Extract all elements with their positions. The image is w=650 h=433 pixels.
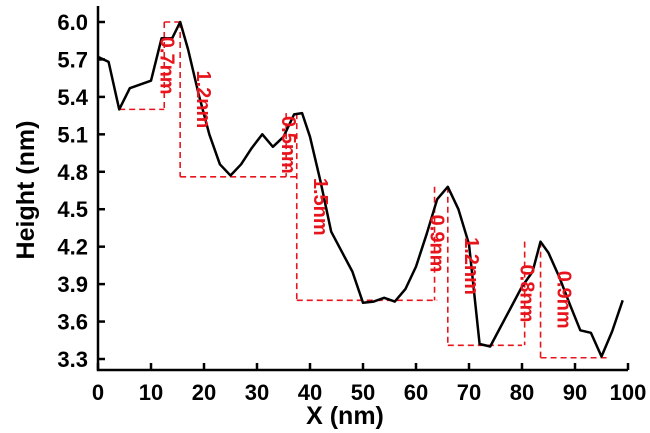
x-axis-title: X (nm)	[306, 402, 384, 430]
step-height-label: 0.8nm	[516, 265, 538, 323]
x-tick-label: 60	[404, 380, 428, 405]
step-height-label: 0.7nm	[155, 37, 177, 95]
step-height-label: 1.2nm	[192, 70, 214, 128]
y-tick-label: 3.6	[57, 310, 88, 335]
y-tick-label: 3.3	[57, 347, 88, 372]
y-tick-label: 4.8	[57, 160, 88, 185]
y-tick-label: 6.0	[57, 10, 88, 35]
y-tick-label: 4.5	[57, 197, 88, 222]
x-tick-label: 40	[298, 380, 322, 405]
x-tick-label: 30	[245, 380, 269, 405]
y-axis-ticks: 3.3 3.6 3.9 4.2 4.5 4.8 5.1 5.4 5.7 6.0	[57, 10, 105, 372]
x-axis-ticks: 0 10 20 30 40 50 60 70 80 90 100	[92, 363, 646, 405]
step-height-label: 1.5nm	[309, 178, 331, 236]
x-tick-label: 0	[92, 380, 104, 405]
x-tick-label: 10	[139, 380, 163, 405]
x-tick-label: 50	[351, 380, 375, 405]
step-height-label: 0.9nm	[426, 215, 448, 273]
step-height-label: 1.2nm	[460, 237, 482, 295]
height-profile-line	[97, 20, 624, 358]
y-tick-label: 4.2	[57, 235, 88, 260]
y-axis-title: Height (nm)	[12, 121, 40, 260]
step-height-label: 0.5nm	[277, 116, 299, 174]
y-tick-label: 3.9	[57, 272, 88, 297]
step-height-label: 0.9nm	[553, 271, 575, 329]
y-tick-label: 5.7	[57, 47, 88, 72]
x-tick-label: 20	[192, 380, 216, 405]
y-tick-label: 5.1	[57, 122, 88, 147]
x-tick-label: 70	[457, 380, 481, 405]
x-tick-label: 90	[563, 380, 587, 405]
y-tick-label: 5.4	[57, 85, 88, 110]
x-tick-label: 80	[510, 380, 534, 405]
step-labels: 0.7nm 1.2nm 0.5nm 1.5nm 0.9nm 1.2nm 0.8nm 0.9nm	[155, 37, 574, 329]
x-tick-label: 100	[610, 380, 647, 405]
step-guides	[119, 21, 607, 359]
